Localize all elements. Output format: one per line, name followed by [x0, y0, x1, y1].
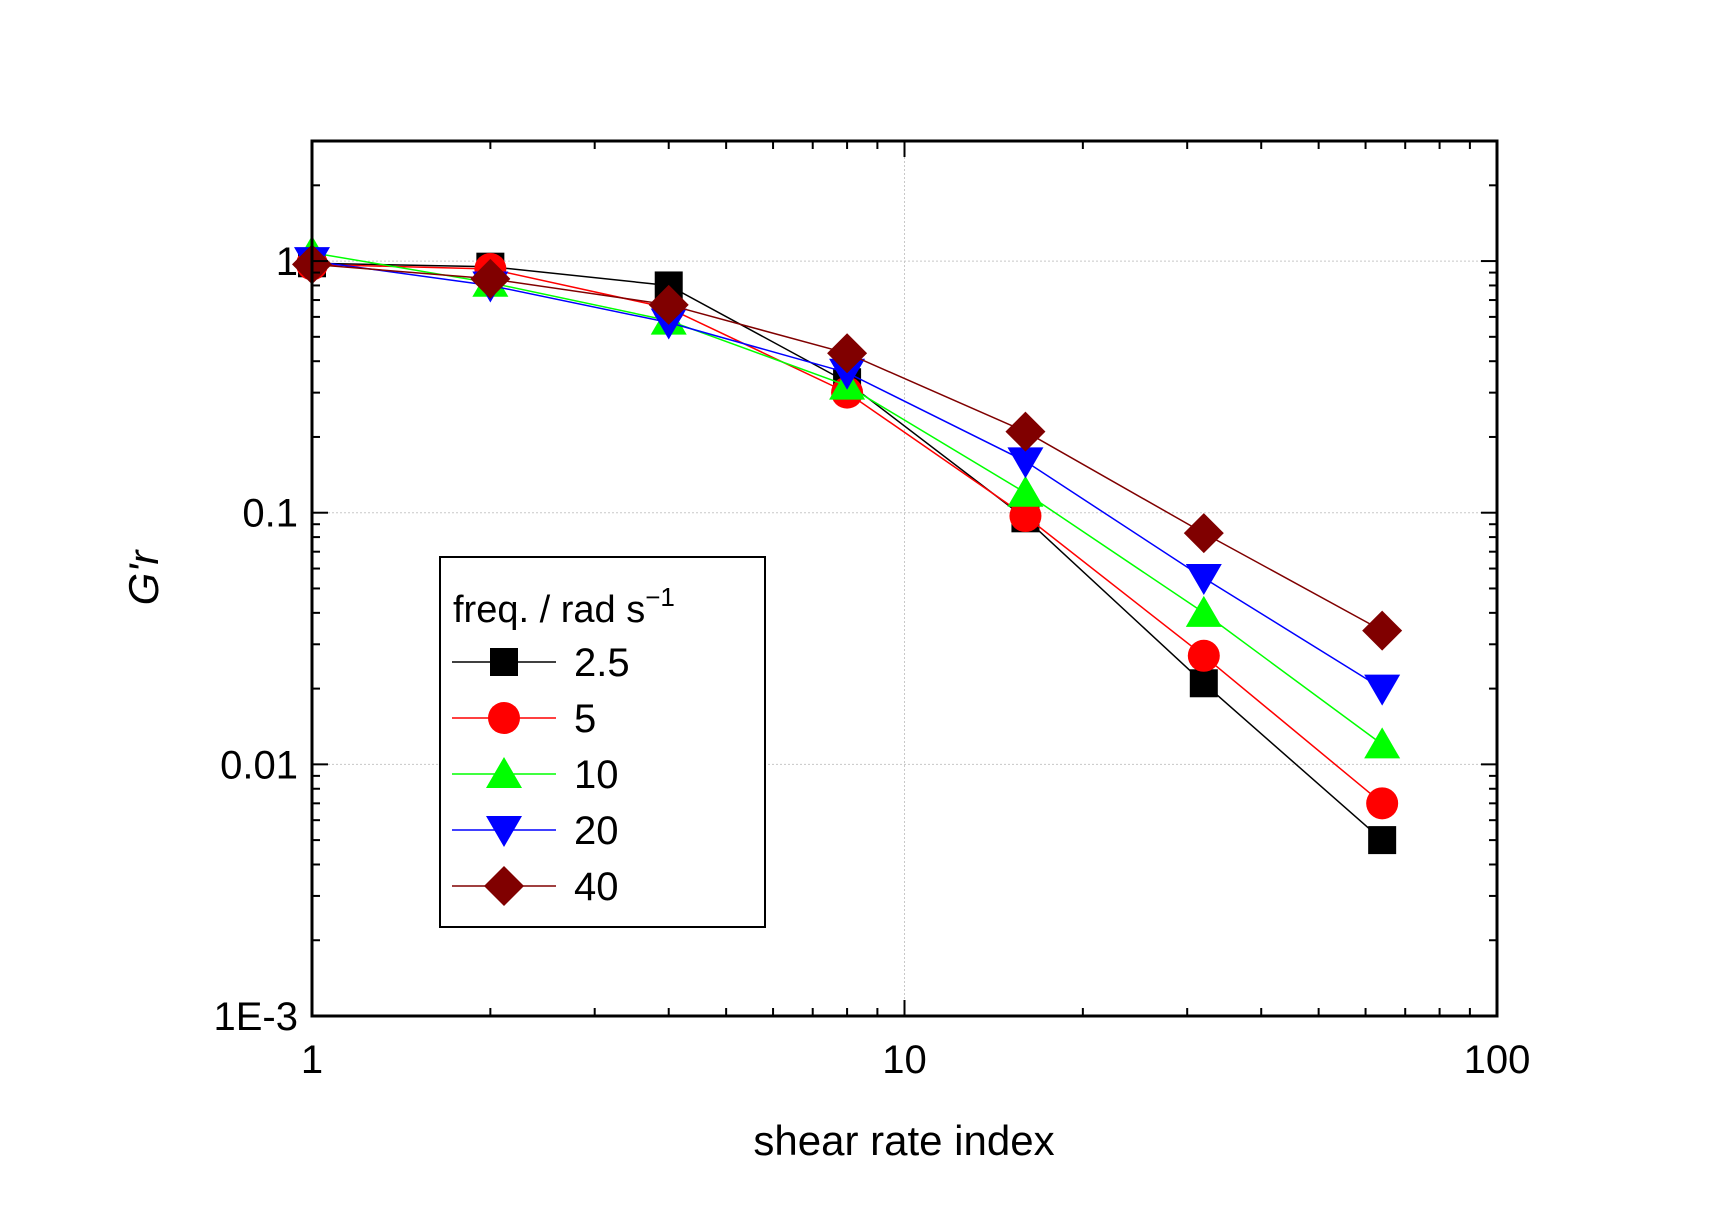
y-tick-label: 0.01: [220, 743, 298, 787]
data-point: [1364, 674, 1401, 706]
data-point: [470, 258, 511, 299]
data-point: [1366, 787, 1399, 820]
data-point: [1007, 475, 1044, 507]
legend-marker: [490, 648, 518, 676]
x-tick-label: 1: [301, 1038, 323, 1082]
tick-labels: 1 10 100 1E-3 0.01 0.1 1: [214, 240, 1531, 1082]
legend-marker: [486, 757, 522, 788]
legend-entry: 40: [452, 865, 619, 909]
data-point: [648, 284, 689, 325]
data-point: [829, 358, 866, 390]
data-point: [1183, 513, 1224, 554]
data-point: [1364, 727, 1401, 759]
legend-entry: 5: [452, 697, 596, 741]
x-tick-label: 100: [1464, 1038, 1531, 1082]
legend-label: 10: [574, 753, 619, 797]
legend-marker: [488, 702, 520, 734]
data-point: [1362, 610, 1403, 651]
legend-label: 20: [574, 809, 619, 853]
legend-entry: 20: [452, 809, 619, 853]
legend-title-text: freq. / rad s: [453, 589, 645, 631]
data-point: [1187, 639, 1220, 672]
data-point: [1009, 500, 1042, 533]
legend-marker: [486, 816, 522, 847]
legend-title: freq. / rad s−1: [453, 582, 675, 631]
legend-label: 40: [574, 865, 619, 909]
y-axis-title: G'r: [120, 549, 167, 606]
y-tick-label: 0.1: [242, 492, 298, 536]
legend-label: 2.5: [574, 641, 630, 685]
data-point: [1185, 595, 1222, 627]
y-tick-label: 1: [276, 240, 298, 284]
legend-box: [439, 556, 766, 928]
x-tick-label: 10: [882, 1038, 927, 1082]
ticks: [311, 140, 1498, 1017]
legend-title-superscript: −1: [645, 582, 675, 612]
series-5: [292, 244, 1403, 651]
legend-marker: [484, 866, 524, 906]
data-point: [1005, 411, 1046, 452]
legend-label: 5: [574, 697, 596, 741]
data-point: [1185, 564, 1222, 596]
legend-entries: 2.5 5 10 20 40: [452, 641, 630, 909]
data-point: [1007, 447, 1044, 479]
legend-entry: 2.5: [452, 641, 630, 685]
legend-entry: 10: [452, 753, 619, 797]
legend: freq. / rad s−1 2.5 5 10 20 40: [439, 556, 766, 928]
data-point: [1368, 826, 1397, 855]
y-tick-label: 1E-3: [214, 995, 299, 1039]
data-point: [1189, 669, 1218, 698]
x-axis-title: shear rate index: [753, 1117, 1054, 1164]
data-point: [827, 333, 868, 374]
